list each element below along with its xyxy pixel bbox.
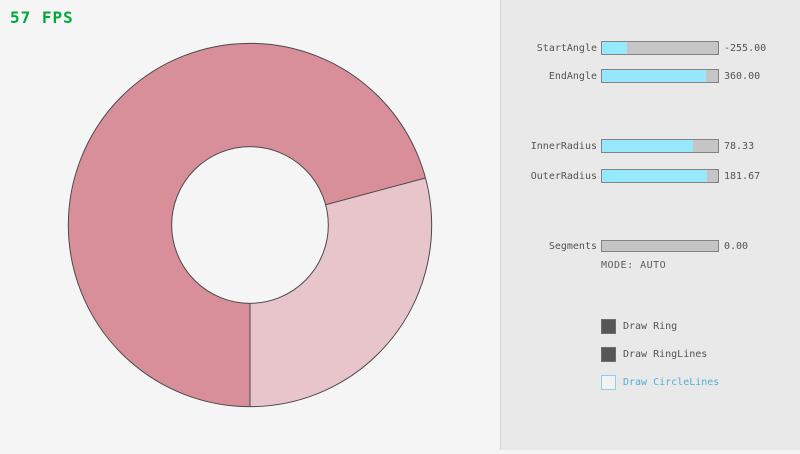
start-angle-label: StartAngle (536, 42, 597, 54)
checkbox-draw-ringlines[interactable]: Draw RingLines (601, 346, 707, 362)
checkbox-draw-ring[interactable]: Draw Ring (601, 318, 677, 334)
outer-radius-value: 181.67 (724, 170, 761, 182)
checkbox-draw-circlelines[interactable]: Draw CircleLines (601, 374, 719, 390)
segments-slider[interactable] (601, 240, 719, 252)
ring-chart (67, 42, 433, 408)
slider-row-outer-radius: OuterRadius 181.67 (501, 169, 800, 183)
draw-ring-label: Draw Ring (623, 320, 678, 332)
slider-row-segments: Segments 0.00 (501, 240, 800, 252)
draw-ringlines-label: Draw RingLines (623, 348, 708, 360)
ring-boundary-line (325, 177, 426, 206)
slider-fill (602, 170, 708, 182)
end-angle-slider[interactable] (601, 69, 719, 83)
render-canvas: 57 FPS (10, 8, 433, 408)
outer-radius-slider[interactable] (601, 169, 719, 183)
outer-radius-label: OuterRadius (530, 170, 597, 182)
start-angle-value: -255.00 (724, 42, 767, 54)
slider-fill (602, 42, 628, 54)
end-angle-value: 360.00 (724, 70, 761, 82)
draw-circlelines-checkbox[interactable] (601, 374, 616, 390)
draw-ringlines-checkbox[interactable] (601, 346, 616, 362)
draw-circlelines-label: Draw CircleLines (623, 376, 720, 388)
fps-counter: 57 FPS (10, 8, 74, 27)
slider-row-end-angle: EndAngle 360.00 (501, 69, 800, 83)
inner-radius-value: 78.33 (724, 140, 755, 152)
ring-outline (171, 146, 329, 304)
inner-radius-slider[interactable] (601, 139, 719, 153)
control-panel: StartAngle -255.00 EndAngle 360.00 Inner… (500, 0, 800, 450)
double-pass-sector (68, 43, 426, 407)
slider-fill (602, 140, 693, 152)
start-angle-slider[interactable] (601, 41, 719, 55)
segments-label: Segments (548, 240, 597, 252)
segments-value: 0.00 (724, 240, 749, 252)
slider-row-inner-radius: InnerRadius 78.33 (501, 139, 800, 153)
inner-radius-label: InnerRadius (530, 140, 597, 152)
draw-ring-checkbox[interactable] (601, 318, 616, 334)
slider-fill (602, 70, 707, 82)
slider-row-start-angle: StartAngle -255.00 (501, 41, 800, 55)
end-angle-label: EndAngle (548, 70, 597, 82)
mode-label: MODE: AUTO (601, 260, 667, 271)
single-pass-sector (250, 177, 432, 407)
